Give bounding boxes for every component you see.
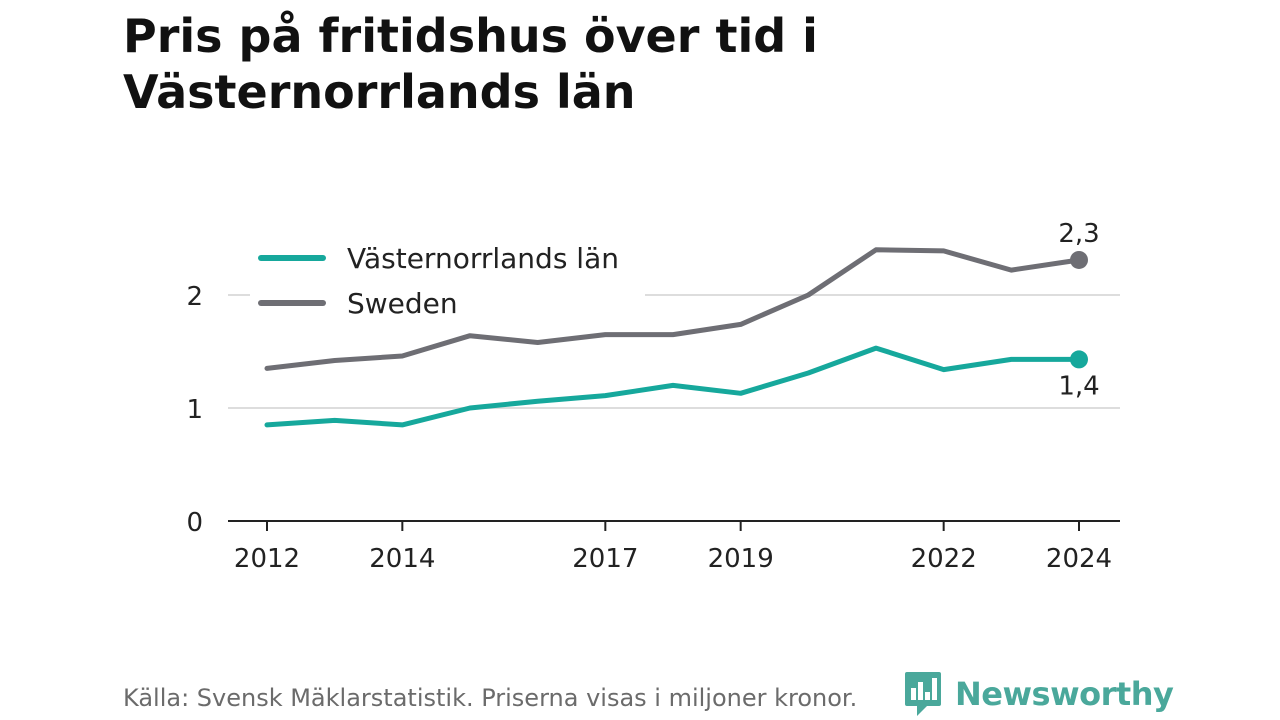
x-tick-label: 2022 — [911, 544, 977, 574]
x-tick-label: 2024 — [1046, 544, 1112, 574]
y-tick-label: 2 — [186, 282, 203, 312]
title-line-1: Pris på fritidshus över tid i — [123, 9, 818, 63]
x-tick-label: 2019 — [708, 544, 774, 574]
x-tick-label: 2017 — [572, 544, 638, 574]
brand-name: Newsworthy — [955, 675, 1174, 713]
chart-title: Pris på fritidshus över tid i Västernorr… — [123, 8, 1183, 120]
brand-logo[interactable]: Newsworthy — [903, 670, 1174, 718]
series-end-point-0 — [1070, 350, 1088, 369]
series-line-0 — [264, 345, 1082, 428]
y-tick-label: 1 — [186, 395, 203, 425]
series-end-label-0: 1,4 — [1058, 371, 1099, 401]
legend-background — [250, 232, 645, 326]
series-end-point-1 — [1070, 250, 1088, 269]
series-line-1 — [264, 247, 1082, 371]
x-tick-label: 2014 — [369, 544, 435, 574]
x-tick-label: 2012 — [234, 544, 300, 574]
legend-label-1: Sweden — [347, 287, 458, 320]
y-tick-label: 0 — [186, 508, 203, 538]
series-end-label-1: 2,3 — [1058, 219, 1099, 249]
bar-chart-speech-bubble-icon — [905, 672, 941, 716]
source-note: Källa: Svensk Mäklarstatistik. Priserna … — [123, 684, 858, 712]
legend-label-0: Västernorrlands län — [347, 242, 619, 275]
title-line-2: Västernorrlands län — [123, 65, 636, 119]
